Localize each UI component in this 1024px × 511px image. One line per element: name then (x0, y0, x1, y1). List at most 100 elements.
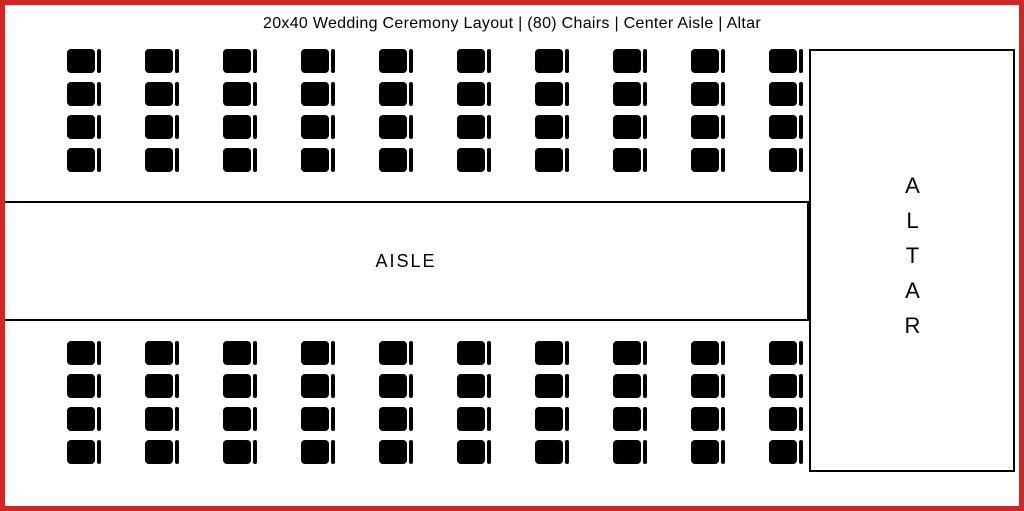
chair-icon (689, 407, 727, 431)
chair-icon (299, 82, 337, 106)
chair-icon (611, 341, 649, 365)
chair-icon (221, 440, 259, 464)
chair-icon (767, 440, 805, 464)
chair-icon (377, 341, 415, 365)
chair-icon (143, 440, 181, 464)
altar-region: ALTAR (809, 49, 1015, 472)
chair-icon (533, 374, 571, 398)
chair-icon (455, 49, 493, 73)
chair-icon (767, 374, 805, 398)
chair-icon (299, 49, 337, 73)
chair-icon (221, 148, 259, 172)
chair-icon (65, 440, 103, 464)
altar-label: ALTAR (899, 173, 925, 348)
chair-icon (611, 49, 649, 73)
chair-column (689, 49, 727, 172)
chair-icon (299, 148, 337, 172)
chair-icon (221, 407, 259, 431)
chair-icon (143, 82, 181, 106)
chair-icon (143, 374, 181, 398)
chair-icon (455, 407, 493, 431)
chair-icon (221, 82, 259, 106)
chair-icon (221, 115, 259, 139)
chair-icon (377, 407, 415, 431)
chair-icon (143, 115, 181, 139)
chair-icon (611, 148, 649, 172)
chair-icon (689, 341, 727, 365)
chair-icon (689, 374, 727, 398)
chair-icon (533, 82, 571, 106)
chair-icon (533, 148, 571, 172)
chair-icon (533, 115, 571, 139)
chair-icon (65, 341, 103, 365)
chair-icon (611, 407, 649, 431)
layout-frame: 20x40 Wedding Ceremony Layout | (80) Cha… (0, 0, 1024, 511)
chair-icon (65, 49, 103, 73)
chair-icon (377, 49, 415, 73)
chair-icon (767, 82, 805, 106)
chair-column (377, 49, 415, 172)
chair-icon (689, 148, 727, 172)
chair-icon (299, 115, 337, 139)
chair-icon (767, 115, 805, 139)
chair-icon (65, 115, 103, 139)
chair-icon (689, 49, 727, 73)
chair-icon (143, 148, 181, 172)
chair-column (611, 341, 649, 464)
seating-section-bottom (65, 341, 805, 464)
chair-icon (455, 440, 493, 464)
chair-icon (221, 341, 259, 365)
chair-icon (143, 407, 181, 431)
chair-icon (455, 82, 493, 106)
chair-icon (767, 148, 805, 172)
chair-column (611, 49, 649, 172)
chair-column (533, 341, 571, 464)
chair-icon (455, 148, 493, 172)
chair-column (65, 49, 103, 172)
seating-section-top (65, 49, 805, 172)
chair-icon (299, 341, 337, 365)
chair-icon (611, 440, 649, 464)
chair-icon (299, 440, 337, 464)
chair-column (221, 49, 259, 172)
aisle-region: AISLE (5, 201, 809, 321)
chair-column (689, 341, 727, 464)
chair-icon (221, 374, 259, 398)
chair-column (65, 341, 103, 464)
chair-icon (65, 148, 103, 172)
chair-column (299, 341, 337, 464)
chair-icon (611, 82, 649, 106)
chair-column (533, 49, 571, 172)
chair-icon (767, 49, 805, 73)
chair-column (767, 341, 805, 464)
chair-icon (689, 82, 727, 106)
layout-title: 20x40 Wedding Ceremony Layout | (80) Cha… (5, 15, 1019, 33)
chair-icon (455, 374, 493, 398)
chair-column (455, 341, 493, 464)
chair-column (377, 341, 415, 464)
chair-icon (533, 49, 571, 73)
chair-icon (455, 115, 493, 139)
chair-column (143, 341, 181, 464)
chair-column (767, 49, 805, 172)
chair-icon (221, 49, 259, 73)
chair-icon (143, 49, 181, 73)
chair-icon (377, 440, 415, 464)
chair-icon (533, 407, 571, 431)
chair-icon (767, 407, 805, 431)
chair-icon (533, 440, 571, 464)
chair-icon (65, 82, 103, 106)
chair-column (221, 341, 259, 464)
chair-icon (689, 115, 727, 139)
chair-icon (377, 148, 415, 172)
aisle-label: AISLE (375, 251, 436, 272)
chair-icon (689, 440, 727, 464)
chair-column (455, 49, 493, 172)
chair-icon (767, 341, 805, 365)
chair-column (299, 49, 337, 172)
chair-icon (65, 374, 103, 398)
chair-icon (377, 374, 415, 398)
chair-icon (377, 82, 415, 106)
chair-icon (143, 341, 181, 365)
chair-icon (299, 407, 337, 431)
